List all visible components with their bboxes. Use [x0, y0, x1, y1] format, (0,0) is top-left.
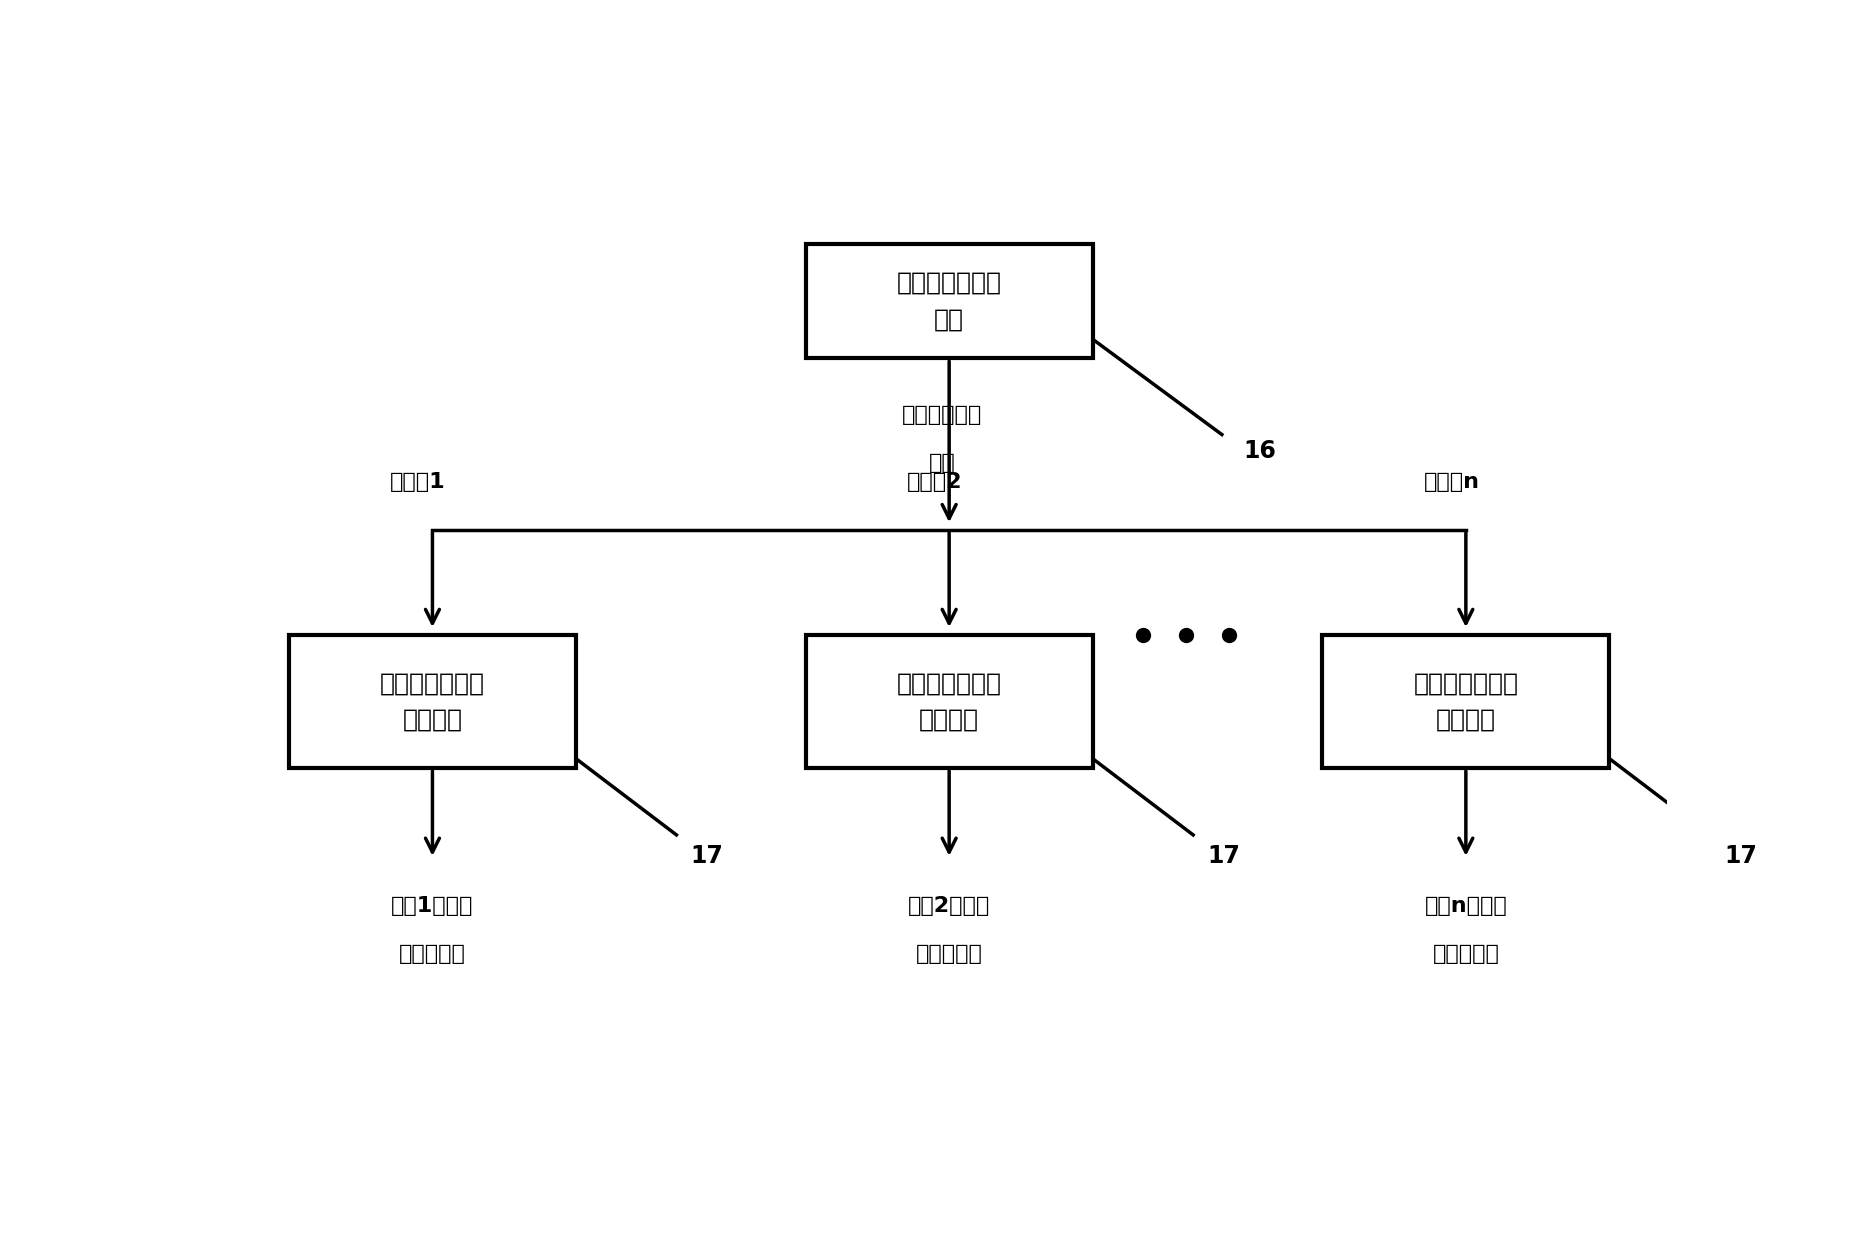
Text: 糊控制器: 糊控制器: [919, 708, 980, 732]
Text: 糊控制器: 糊控制器: [402, 708, 463, 732]
Text: 糊控制器: 糊控制器: [1435, 708, 1496, 732]
Text: 剩率补正值: 剩率补正值: [1432, 945, 1500, 964]
Text: 炉段2空气过: 炉段2空气过: [907, 896, 991, 916]
Text: 约束值1: 约束值1: [391, 472, 446, 491]
Text: 约束值2: 约束值2: [907, 472, 963, 491]
Bar: [806, 635, 1093, 768]
Text: 炉内总空气过: 炉内总空气过: [902, 406, 982, 426]
Bar: [1322, 635, 1609, 768]
Bar: [806, 244, 1093, 358]
Text: 测器: 测器: [933, 307, 965, 332]
Text: 各炉段残氧量模: 各炉段残氧量模: [896, 671, 1002, 696]
Text: 剩率补正值: 剩率补正值: [915, 945, 983, 964]
Text: 剩率: 剩率: [928, 453, 956, 473]
Text: 17: 17: [691, 844, 724, 868]
Bar: [289, 635, 576, 768]
Text: 炉段n空气过: 炉段n空气过: [1424, 896, 1508, 916]
Text: 17: 17: [1724, 844, 1758, 868]
Text: 16: 16: [1243, 439, 1276, 463]
Text: 各炉段残氧量模: 各炉段残氧量模: [380, 671, 485, 696]
Text: 剩率补正值: 剩率补正值: [398, 945, 467, 964]
Text: 各炉段残氧量模: 各炉段残氧量模: [1413, 671, 1519, 696]
Text: 炉段1空气过: 炉段1空气过: [391, 896, 474, 916]
Text: 约束值n: 约束值n: [1424, 472, 1480, 491]
Text: 总线氧量模糊控: 总线氧量模糊控: [896, 271, 1002, 295]
Text: 17: 17: [1208, 844, 1241, 868]
